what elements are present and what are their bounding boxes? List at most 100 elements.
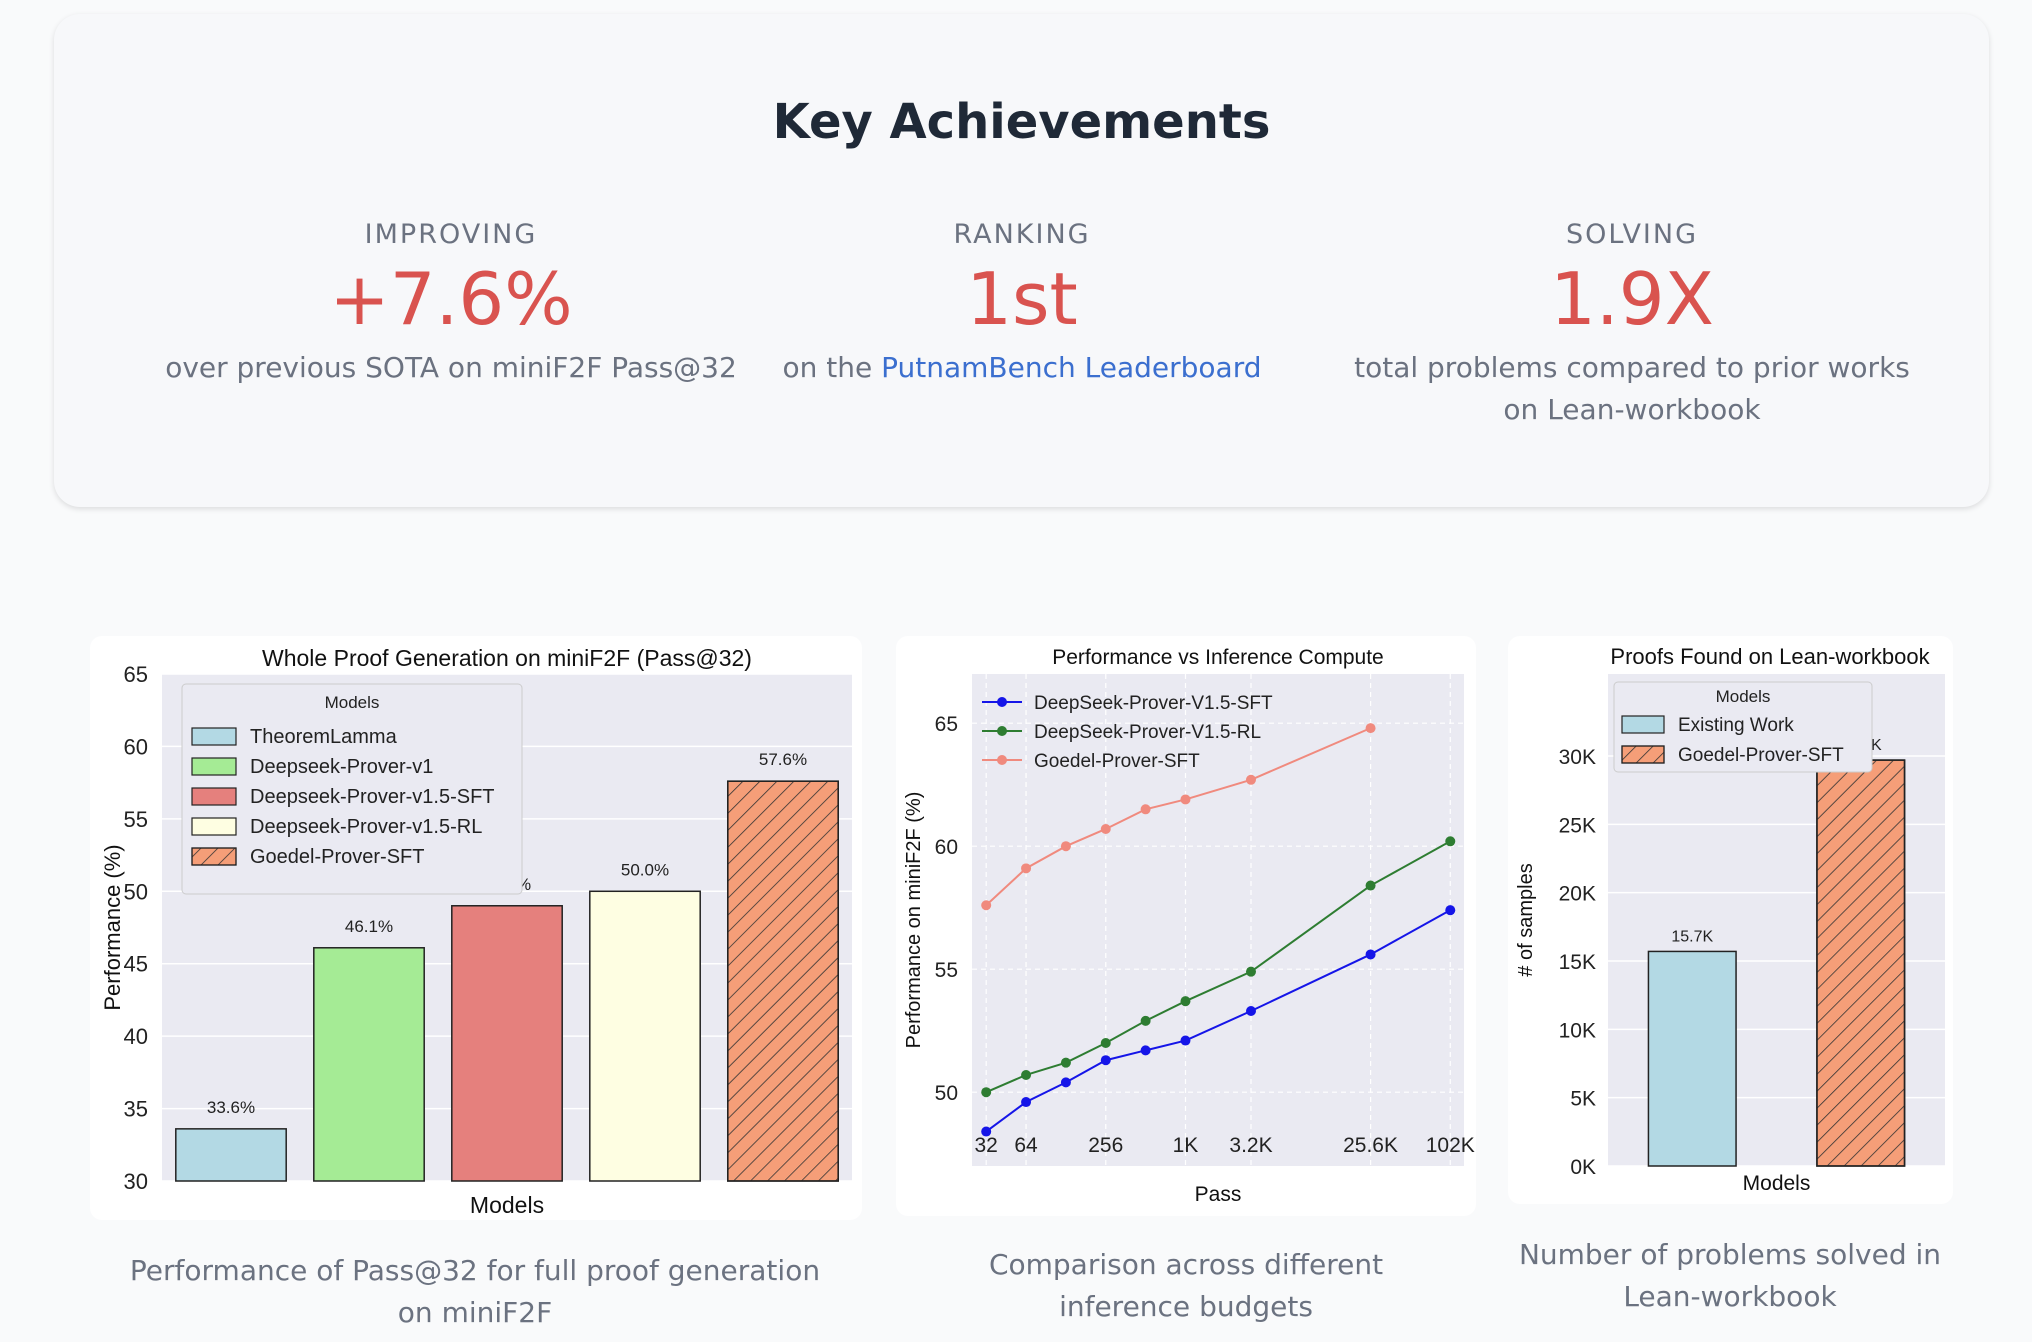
key-achievements-card: Key Achievements IMPROVING +7.6% over pr… [54,14,1989,507]
legend-label: DeepSeek-Prover-V1.5-RL [1034,722,1261,743]
y-tick-label: 35 [124,1097,148,1122]
data-point [1100,1055,1111,1066]
stat-value: 1st [966,257,1078,341]
x-axis-label: Pass [1195,1183,1242,1206]
x-tick-label: 32 [975,1134,998,1157]
legend-marker [997,697,1007,707]
y-tick-label: 5K [1570,1088,1596,1111]
data-point [1365,880,1376,891]
y-axis-label: Performance on miniF2F (%) [903,792,925,1049]
stat-improving: IMPROVING +7.6% over previous SOTA on mi… [151,219,751,389]
y-tick-label: 15K [1559,951,1596,974]
y-tick-label: 55 [124,807,148,832]
y-tick-label: 60 [124,734,148,759]
data-point [1060,841,1071,852]
legend-marker [997,726,1007,736]
data-point [1021,1097,1032,1108]
y-tick-label: 40 [124,1024,148,1049]
data-point [1445,905,1456,916]
stat-value: 1.9X [1550,257,1714,341]
minif2f-bar-chart: 30 35 40 45 50 55 60 65 Whole Proof Generation o… [100,645,852,1218]
chart-title: Performance vs Inference Compute [1052,646,1384,669]
bar-value-label: 33.6% [207,1098,255,1117]
section-title: Key Achievements [772,94,1271,150]
data-point [1021,1069,1032,1080]
legend-swatch [191,727,237,746]
x-axis-label: Models [470,1192,544,1218]
x-tick-label: 102K [1426,1134,1475,1157]
legend-marker [997,755,1007,765]
legend-label: Goedel-Prover-SFT [250,846,425,868]
data-point [981,1087,992,1098]
y-tick-label: 0K [1570,1156,1596,1179]
legend-title: Models [1716,687,1771,706]
chart-title: Proofs Found on Lean-workbook [1610,644,1930,669]
data-point [1245,966,1256,977]
data-point [1140,804,1151,815]
x-tick-label: 256 [1088,1134,1123,1157]
caption-minif2f: Performance of Pass@32 for full proof ge… [129,1254,821,1329]
legend-swatch [191,817,237,836]
chart-title: Whole Proof Generation on miniF2F (Pass@… [262,645,752,671]
bar [589,890,701,1182]
legend-label: DeepSeek-Prover-V1.5-SFT [1034,693,1273,714]
legend-box [1613,681,1873,773]
data-point [1365,949,1376,960]
data-point [1060,1057,1071,1068]
caption-leanworkbook: Number of problems solved in Lean-workbo… [1518,1238,1942,1313]
chart-panel-leanworkbook: 0K 5K 10K 15K 20K 25K 30K Proofs Found on Lean-… [1508,636,1953,1204]
data-point [981,1126,992,1137]
stat-label: SOLVING [1565,219,1699,250]
y-tick-label: 10K [1559,1019,1596,1042]
bar [313,947,425,1182]
bar-value-label: 57.6% [759,750,807,769]
bar-value-label: 46.1% [345,917,393,936]
data-point [1245,774,1256,785]
y-tick-label: 65 [935,713,958,736]
x-tick-label: 3.2K [1229,1134,1272,1157]
leanworkbook-bar-chart: 0K 5K 10K 15K 20K 25K 30K Proofs Found on Lean-… [1515,644,1945,1195]
legend-swatch [1621,715,1665,734]
x-tick-label: 64 [1014,1134,1038,1157]
data-point [1140,1015,1151,1026]
chart-panel-minif2f: 30 35 40 45 50 55 60 65 Whole Proof Generation o… [90,636,862,1220]
stat-description: on the PutnamBench Leaderboard [722,347,1322,389]
y-tick-label: 50 [935,1082,958,1105]
data-point [1180,794,1191,805]
stat-description: over previous SOTA on miniF2F Pass@32 [165,350,737,384]
y-axis-label: # of samples [1515,863,1537,976]
legend-swatch [191,757,237,776]
legend-label: Existing Work [1678,715,1794,736]
data-point [1060,1077,1071,1088]
legend-label: Deepseek-Prover-v1.5-RL [250,816,482,838]
stat-solving: SOLVING 1.9X total problems compared to … [1347,219,1917,431]
data-point [1245,1006,1256,1017]
data-point [1140,1045,1151,1056]
y-tick-label: 30 [124,1169,148,1194]
stat-description-prefix: on the [782,350,882,384]
y-tick-label: 60 [935,836,958,859]
caption-inference: Comparison across different inference bu… [988,1248,1384,1323]
x-axis-label: Models [1743,1172,1811,1195]
legend-swatch-hatch [191,847,237,866]
data-point [1100,823,1111,834]
data-point [1365,723,1376,734]
stat-value: +7.6% [329,257,573,341]
data-point [981,900,992,911]
y-axis-label: Performance (%) [100,844,125,1010]
x-tick-label: 1K [1173,1134,1199,1157]
legend-label: Deepseek-Prover-v1 [250,756,433,778]
legend-box [181,683,523,895]
y-tick-label: 30K [1559,746,1596,769]
legend-swatch-hatch [1621,745,1665,764]
stat-ranking: RANKING 1st on the PutnamBench Leaderboa… [722,219,1322,389]
legend-label: TheoremLamma [250,726,398,748]
y-tick-label: 65 [124,662,148,687]
stat-description: total problems compared to prior works o… [1354,350,1910,426]
bar [1647,950,1737,1167]
stat-label: IMPROVING [364,219,538,250]
legend-label: Deepseek-Prover-v1.5-SFT [250,786,495,808]
putnambench-leaderboard-link[interactable]: PutnamBench Leaderboard [881,350,1262,384]
x-tick-label: 25.6K [1343,1134,1398,1157]
legend-swatch [191,787,237,806]
